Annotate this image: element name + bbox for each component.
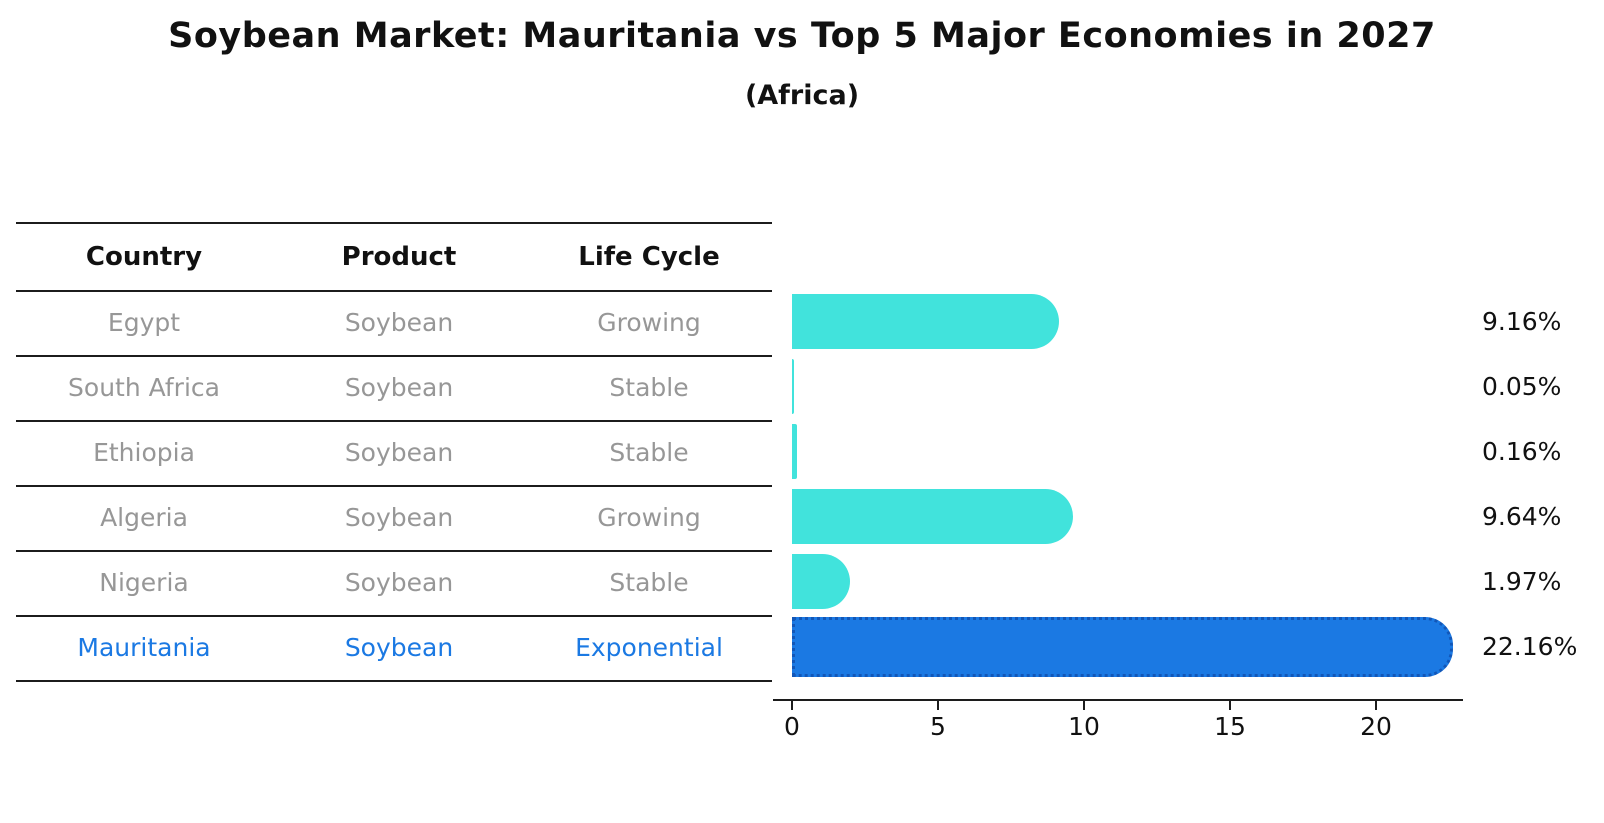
bar-ethiopia: [792, 424, 797, 479]
table-row-south-africa: South Africa Soybean Stable: [16, 355, 772, 420]
bar-value-label: 9.64%: [1482, 502, 1562, 531]
x-axis-tick: [937, 701, 939, 710]
cell-product: Soybean: [344, 568, 454, 597]
table-row-line: [16, 420, 772, 422]
cell-country: Egypt: [107, 308, 181, 337]
table-row-line: [16, 355, 772, 357]
x-axis-tick: [791, 701, 793, 710]
x-axis-tick-label: 0: [784, 712, 800, 741]
x-axis-tick-label: 5: [930, 712, 946, 741]
x-axis-line: [773, 699, 1463, 701]
x-axis-tick-label: 10: [1068, 712, 1100, 741]
x-axis-tick-label: 15: [1214, 712, 1246, 741]
cell-country: Ethiopia: [93, 438, 195, 467]
bar-mauritania-highlighted: [792, 617, 1453, 677]
column-header-life-cycle: Life Cycle: [578, 242, 720, 272]
table-row-mauritania: Mauritania Soybean Exponential: [16, 615, 772, 680]
table-header-row: Country Product Life Cycle: [16, 224, 772, 290]
table-row-line: [16, 550, 772, 552]
cell-product: Soybean: [344, 633, 454, 662]
cell-life-cycle: Stable: [609, 438, 689, 467]
bar-nigeria: [792, 554, 850, 609]
bar-value-label: 1.97%: [1482, 567, 1562, 596]
cell-life-cycle: Exponential: [575, 633, 723, 662]
bar-algeria: [792, 489, 1073, 544]
x-axis-tick: [1375, 701, 1377, 710]
table-row-algeria: Algeria Soybean Growing: [16, 485, 772, 550]
chart-subtitle: (Africa): [744, 80, 860, 111]
table-row-egypt: Egypt Soybean Growing: [16, 290, 772, 355]
cell-product: Soybean: [344, 373, 454, 402]
bar-south-africa: [792, 359, 794, 414]
table-top-line: [16, 222, 772, 224]
bar-value-label: 22.16%: [1482, 632, 1578, 661]
table-header-line: [16, 290, 772, 292]
cell-product: Soybean: [344, 308, 454, 337]
cell-country: South Africa: [68, 373, 220, 402]
bar-egypt: [792, 294, 1059, 349]
chart-title: Soybean Market: Mauritania vs Top 5 Majo…: [168, 16, 1436, 56]
table-row-ethiopia: Ethiopia Soybean Stable: [16, 420, 772, 485]
cell-life-cycle: Growing: [597, 308, 701, 337]
table-bottom-line: [16, 680, 772, 682]
table-row-line: [16, 485, 772, 487]
table-row-nigeria: Nigeria Soybean Stable: [16, 550, 772, 615]
cell-product: Soybean: [344, 503, 454, 532]
cell-life-cycle: Growing: [597, 503, 701, 532]
cell-life-cycle: Stable: [609, 373, 689, 402]
table-row-line: [16, 615, 772, 617]
cell-country: Algeria: [100, 503, 188, 532]
cell-country: Nigeria: [99, 568, 189, 597]
bar-value-label: 0.05%: [1482, 372, 1562, 401]
column-header-country: Country: [85, 242, 203, 272]
x-axis-tick: [1229, 701, 1231, 710]
bar-value-label: 0.16%: [1482, 437, 1562, 466]
column-header-product: Product: [341, 242, 457, 272]
x-axis-tick-label: 20: [1360, 712, 1392, 741]
x-axis-tick: [1083, 701, 1085, 710]
cell-country: Mauritania: [77, 633, 211, 662]
bar-value-label: 9.16%: [1482, 307, 1562, 336]
cell-life-cycle: Stable: [609, 568, 689, 597]
cell-product: Soybean: [344, 438, 454, 467]
